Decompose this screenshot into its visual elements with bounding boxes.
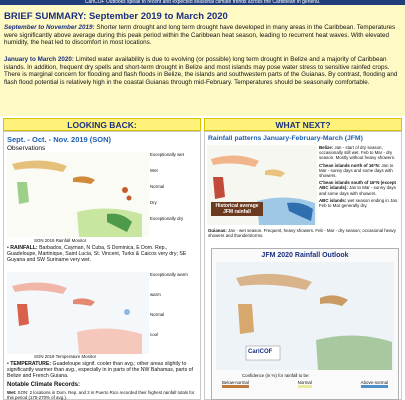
- wet-area: [107, 213, 132, 232]
- note: Belize: Jan - start of dry season; occas…: [319, 145, 401, 161]
- rain-caption: SON 2019 Rainfall Monitor: [34, 238, 87, 243]
- belize: [17, 304, 29, 326]
- notes: Belize: Jan - start of dry season; occas…: [319, 145, 401, 208]
- lead: September to November 2019:: [4, 24, 95, 31]
- legend-item: Normal: [150, 312, 165, 317]
- lead: Wet:: [7, 390, 17, 395]
- tercile: Normal: [297, 380, 312, 389]
- guadeloupe: [124, 309, 130, 315]
- temp-caption: SON 2019 Temperature Monitor: [34, 354, 97, 359]
- hispaniola: [265, 169, 285, 177]
- legend-item: warm: [150, 292, 161, 297]
- text: Guadeloupe signif. cooler than avg.; oth…: [7, 361, 193, 380]
- lead: Belize:: [319, 145, 334, 150]
- map-label: Historical average JFM rainfall: [211, 202, 263, 216]
- outlook-box: JFM 2020 Rainfall Outlook CariCOF Confid…: [211, 248, 399, 400]
- legend-item: Dry: [150, 200, 157, 205]
- rain-legend: Exceptionally wet Wet Normal Dry Excepti…: [150, 152, 200, 221]
- legend-item: Normal: [150, 184, 165, 189]
- rain-bullet: • RAINFALL: Barbados, Cayman, N Cuba, S …: [7, 245, 187, 264]
- cuba: [12, 160, 67, 172]
- rain-map: [7, 152, 149, 237]
- temp-legend: Exceptionally warm warm Normal cool: [150, 272, 200, 337]
- left-title: Sept. - Oct. - Nov. 2019 (SON): [7, 135, 112, 144]
- belize: [17, 182, 29, 204]
- legend-item: Wet: [150, 168, 158, 173]
- text: Jan - wet season. Frequent, heavy shower…: [208, 228, 396, 239]
- text: Jan - start of dry season; occasionally …: [319, 145, 396, 161]
- outlook-title: JFM 2020 Rainfall Outlook: [261, 252, 349, 259]
- islands: [126, 195, 132, 201]
- cuba: [12, 282, 67, 294]
- tercile: Below-normal: [222, 380, 249, 389]
- guianas: [77, 328, 142, 354]
- text: Barbados, Cayman, N Cuba, S Dominica, E …: [7, 245, 187, 264]
- lead: January to March 2020:: [4, 56, 74, 63]
- lead: C'bean islands north of 16°N:: [319, 162, 381, 168]
- logo-box: [245, 345, 281, 361]
- summary-p1: September to November 2019: Shorter term…: [4, 24, 401, 47]
- wet-area: [287, 202, 313, 221]
- legend-item: Exceptionally wet: [150, 152, 184, 157]
- summary-p2: January to March 2020: Limited water ava…: [4, 56, 401, 87]
- summary-title: BRIEF SUMMARY: September 2019 to March 2…: [4, 11, 228, 22]
- text: Limited water availability is due to evo…: [4, 56, 398, 87]
- hispaniola: [73, 298, 95, 306]
- legend-item: Exceptionally warm: [150, 272, 188, 277]
- cuba: [236, 273, 312, 290]
- lead: Guianas:: [208, 228, 227, 233]
- guianas-note: Guianas: Jan - wet season. Frequent, hea…: [208, 228, 400, 238]
- right-column: Rainfall patterns January-February-March…: [204, 131, 402, 400]
- text: Jan to Mar - sunny days and some days wi…: [319, 162, 394, 179]
- left-subtitle: Observations: [7, 145, 46, 152]
- lead: TEMPERATURE:: [10, 361, 52, 367]
- belize: [238, 304, 254, 334]
- text: Jan to Mar - sunny days and some days wi…: [319, 185, 396, 196]
- right-title: Rainfall patterns January-February-March…: [208, 135, 363, 142]
- hispaniola: [73, 176, 95, 184]
- hispaniola: [320, 295, 348, 306]
- legend-item: Exceptionally dry: [150, 216, 184, 221]
- left-header: LOOKING BACK:: [3, 118, 201, 131]
- records-title: Notable Climate Records:: [7, 382, 81, 388]
- text: wet season ending in Jan. Feb to Mar gen…: [319, 197, 399, 209]
- note: C'bean islands south of 16°N (except ABC…: [319, 180, 401, 196]
- text: SON: 2 locations in Dom. Rep. and 2 in P…: [7, 390, 195, 400]
- outlook-map: [216, 262, 394, 370]
- note: C'bean islands north of 16°N: Jan to Mar…: [319, 163, 401, 179]
- tercile-legend: Below-normal Normal Above-normal: [222, 380, 388, 389]
- legend-item: cool: [150, 332, 159, 337]
- confidence-label: Confidence (in %) for rainfall to be:: [242, 373, 310, 378]
- islands: [122, 187, 128, 193]
- right-header: WHAT NEXT?: [204, 118, 402, 131]
- text: Shorter term drought and long term droug…: [4, 24, 396, 47]
- guianas: [316, 335, 392, 370]
- records-text: Wet: SON: 2 locations in Dom. Rep. and 2…: [7, 390, 197, 400]
- note: ABC islands: wet season ending in Jan. F…: [319, 198, 401, 208]
- lead: RAINFALL:: [10, 245, 38, 251]
- tercile: Above-normal: [360, 380, 388, 389]
- lead: ABC islands:: [319, 197, 347, 203]
- belize: [213, 177, 225, 199]
- outlook-logo: CariCOF: [248, 349, 273, 355]
- summary-box: BRIEF SUMMARY: September 2019 to March 2…: [0, 5, 405, 116]
- top-strip: CariCOF Outlooks speak to recent and exp…: [0, 0, 405, 5]
- cuba: [211, 155, 259, 167]
- left-column: Sept. - Oct. - Nov. 2019 (SON) Observati…: [3, 131, 201, 400]
- lead: C'bean islands south of 16°N (except ABC…: [319, 180, 396, 191]
- temp-map: [7, 272, 149, 354]
- temp-bullet: • TEMPERATURE: Guadeloupe signif. cooler…: [7, 361, 193, 380]
